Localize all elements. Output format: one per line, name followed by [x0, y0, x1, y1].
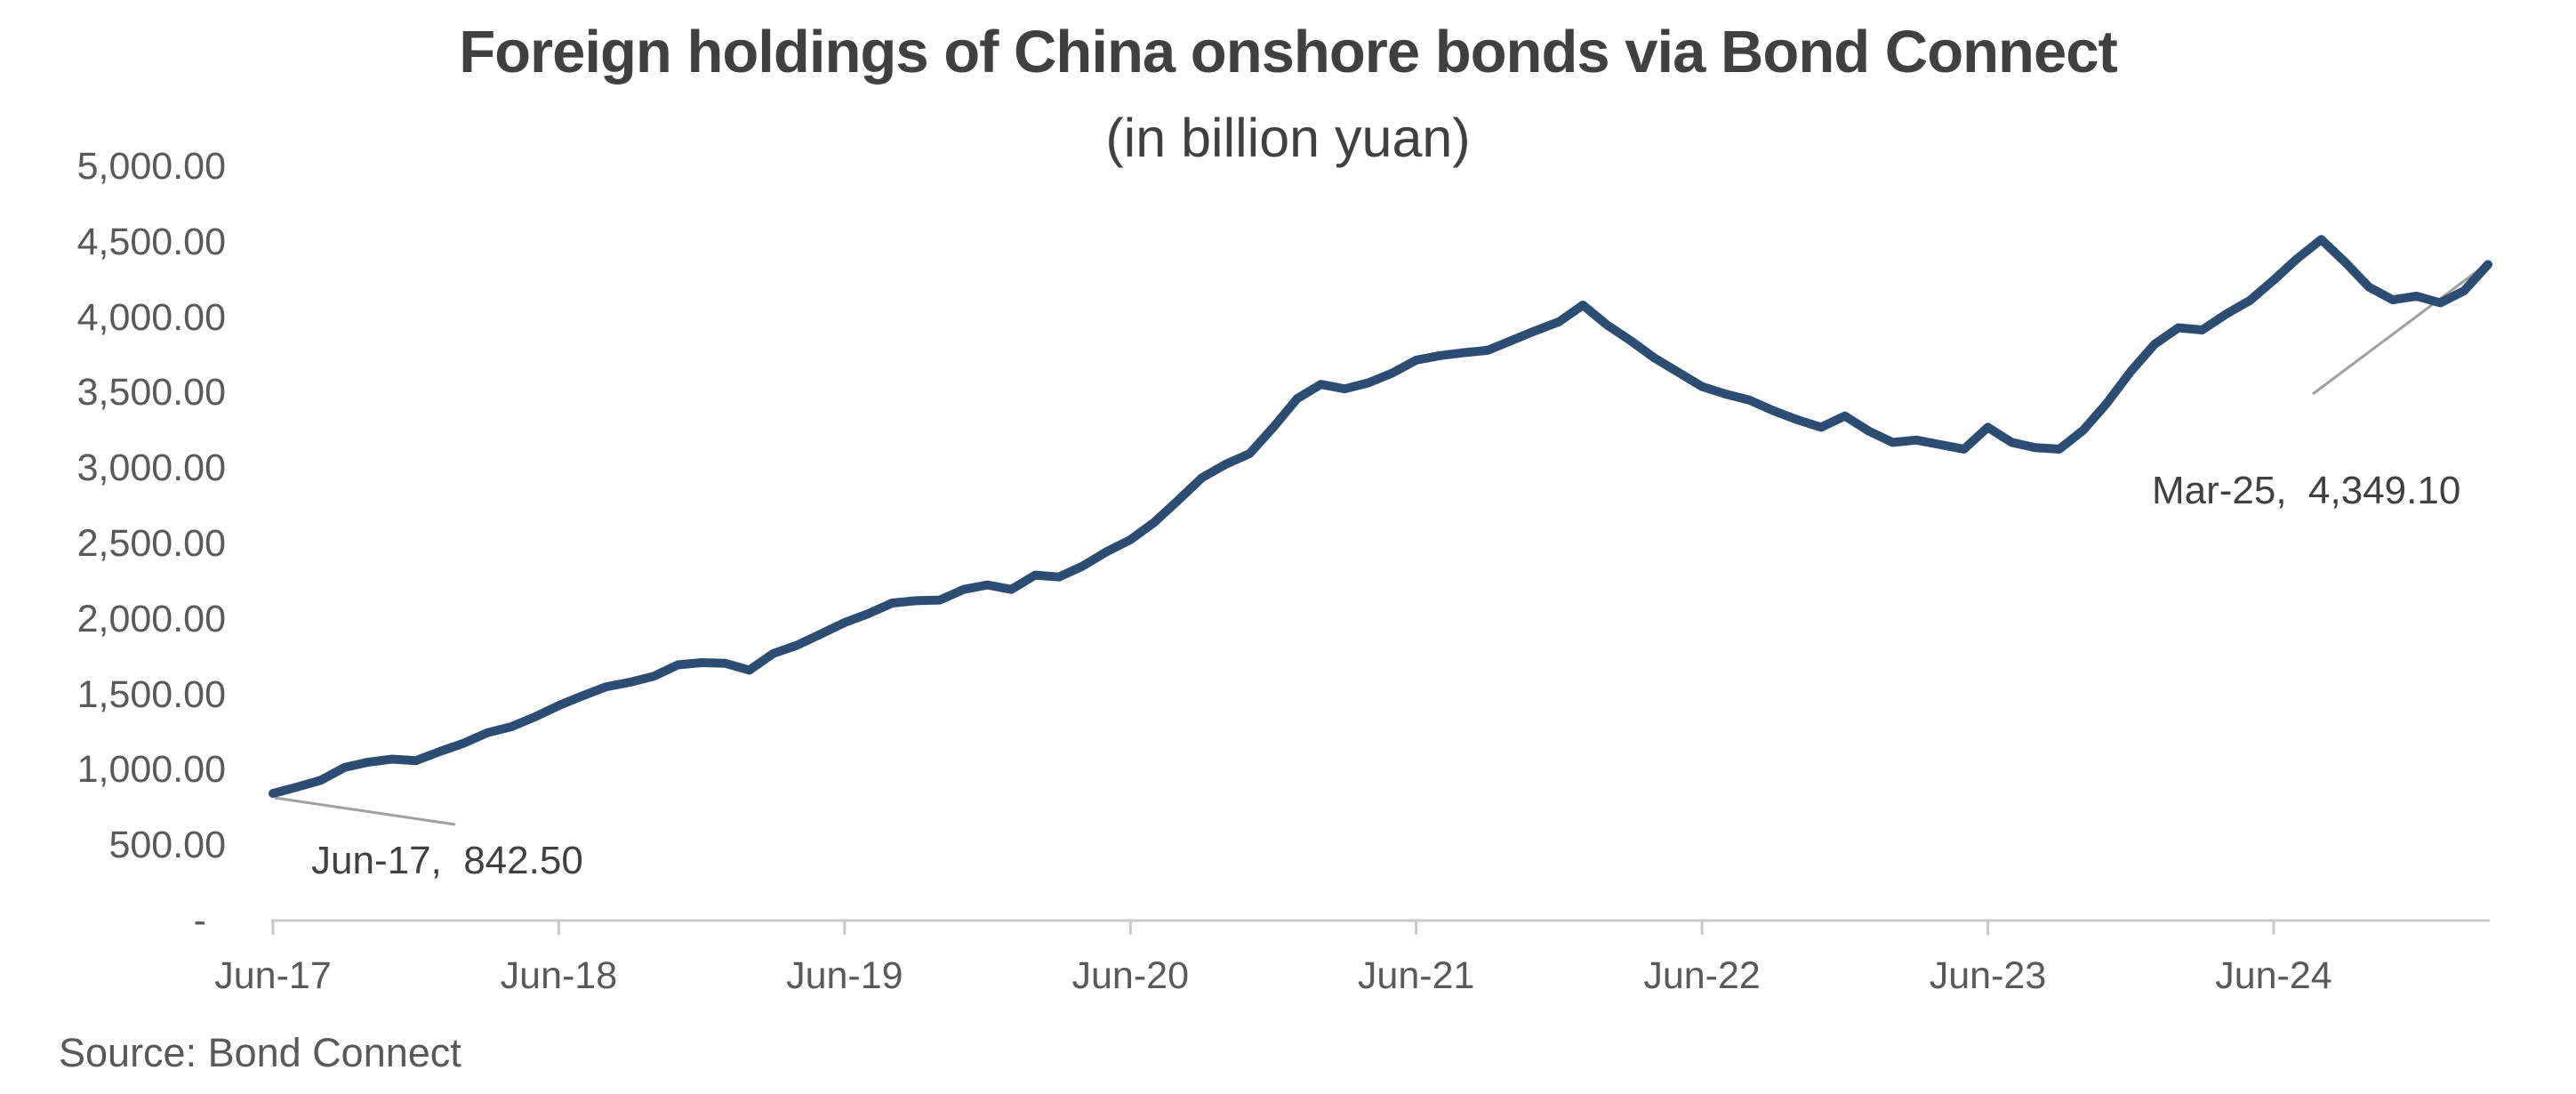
- x-axis-tick-label: Jun-19: [786, 954, 903, 997]
- source-note: Source: Bond Connect: [59, 1030, 461, 1075]
- x-axis-tick-label: Jun-18: [500, 954, 618, 997]
- y-axis-tick-label: 2,500.00: [76, 522, 226, 565]
- annotation-jun17: Jun-17, 842.50: [311, 839, 583, 882]
- y-axis-tick-label: 5,000.00: [76, 145, 226, 188]
- chart-title: Foreign holdings of China onshore bonds …: [459, 19, 2118, 85]
- y-axis-tick-label: 4,000.00: [76, 295, 226, 339]
- y-axis-tick-label: 500.00: [108, 824, 226, 867]
- y-axis-tick-label: 1,500.00: [76, 672, 226, 716]
- x-axis-tick-label: Jun-22: [1643, 954, 1761, 997]
- x-axis-tick-label: Jun-23: [1929, 954, 2047, 997]
- annotation-leader-jun17: [274, 796, 456, 826]
- x-axis-tick-label: Jun-24: [2215, 954, 2332, 997]
- y-axis-tick-label: 1,000.00: [76, 748, 226, 792]
- chart-subtitle: (in billion yuan): [1105, 108, 1471, 168]
- y-axis-tick-label: 3,500.00: [76, 371, 226, 414]
- series-line: [269, 235, 2492, 799]
- annotation-leader-mar25: [2312, 266, 2483, 396]
- annotation-mar25: Mar-25, 4,349.10: [2152, 469, 2461, 512]
- x-axis-tick-label: Jun-21: [1357, 954, 1475, 997]
- y-axis-tick-label: 4,500.00: [76, 220, 226, 263]
- y-axis-tick-label: 2,000.00: [76, 597, 226, 640]
- y-axis-tick-label: 3,000.00: [76, 446, 226, 490]
- x-axis-tick-label: Jun-20: [1071, 954, 1189, 997]
- y-axis-tick-label: -: [193, 899, 206, 942]
- x-axis-tick-label: Jun-17: [214, 954, 332, 997]
